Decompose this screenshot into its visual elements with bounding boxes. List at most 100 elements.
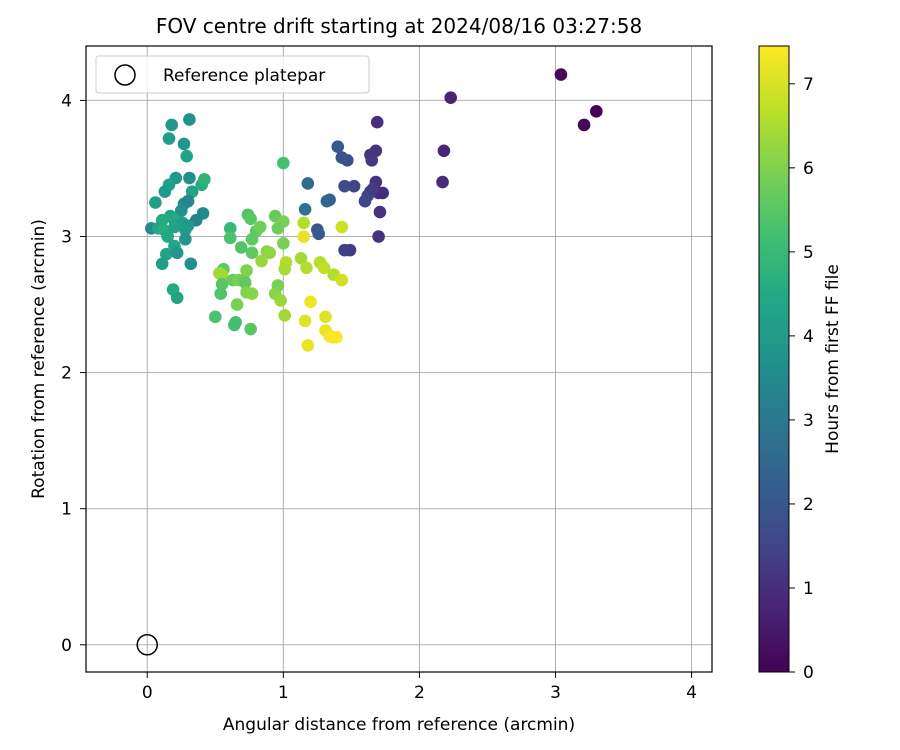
data-point (223, 222, 237, 235)
colorbar-tick-label: 2 (803, 495, 814, 515)
data-point (234, 241, 248, 254)
data-point (298, 203, 312, 216)
legend-marker-icon (114, 64, 136, 86)
data-point (277, 237, 290, 250)
data-point (554, 68, 568, 81)
y-tick-label: 0 (61, 636, 72, 656)
data-point (312, 227, 326, 241)
data-point (183, 171, 196, 185)
y-tick-label: 2 (61, 364, 72, 384)
x-tick-label: 1 (278, 683, 289, 703)
data-point (298, 314, 312, 328)
x-axis-ticks: 0 1 2 3 4 (142, 672, 697, 703)
colorbar-tick-label: 7 (803, 75, 814, 95)
x-tick-label: 4 (686, 683, 697, 703)
data-point (244, 322, 257, 336)
data-point (370, 115, 384, 129)
data-point (214, 287, 228, 300)
data-point (174, 204, 188, 217)
data-point (168, 220, 181, 234)
data-point (177, 137, 191, 151)
data-point (155, 257, 169, 271)
data-point (223, 231, 237, 245)
colorbar: 0 1 2 3 4 5 6 7 Hours from first FF file (758, 45, 843, 683)
data-point (372, 230, 385, 243)
legend: Reference platepar (95, 55, 370, 94)
data-point (444, 91, 458, 105)
data-point (230, 298, 244, 311)
data-point (161, 230, 174, 243)
data-point (213, 266, 226, 280)
colorbar-tick-label: 0 (803, 663, 814, 683)
data-point (240, 264, 253, 277)
data-point (335, 151, 349, 164)
data-point (317, 261, 331, 275)
data-point (300, 261, 313, 275)
colorbar-tick-label: 5 (803, 243, 814, 263)
data-point (179, 232, 192, 246)
data-point (319, 310, 332, 324)
legend-box (95, 55, 370, 94)
data-point (301, 177, 315, 190)
y-tick-label: 3 (61, 228, 72, 248)
x-tick-label: 2 (414, 683, 425, 703)
data-point (165, 118, 179, 132)
y-axis-label: Rotation from reference (arcmin) (29, 219, 49, 499)
data-point (184, 257, 198, 271)
data-point (320, 194, 334, 208)
data-point (277, 156, 290, 170)
data-point (162, 132, 176, 145)
colorbar-tick-label: 1 (803, 579, 814, 599)
colorbar-label: Hours from first FF file (823, 264, 843, 454)
data-point (274, 294, 287, 307)
chart-title: FOV centre drift starting at 2024/08/16 … (156, 14, 642, 38)
data-point (376, 186, 389, 200)
data-point (304, 295, 317, 309)
data-point (208, 310, 222, 324)
data-points (145, 68, 603, 352)
data-point (255, 254, 268, 268)
data-point (245, 246, 259, 260)
data-point (366, 182, 380, 196)
data-point (330, 330, 343, 344)
data-point (301, 339, 315, 352)
data-point (253, 220, 267, 234)
data-point (294, 251, 308, 265)
x-tick-label: 3 (550, 683, 561, 703)
data-point (244, 212, 257, 226)
y-tick-label: 1 (61, 500, 72, 520)
data-point (297, 216, 311, 230)
data-point (263, 246, 277, 260)
data-point (331, 140, 345, 154)
data-point (183, 113, 196, 126)
data-point (228, 318, 241, 332)
colorbar-ticks: 0 1 2 3 4 5 6 7 (789, 75, 814, 683)
x-axis-label: Angular distance from reference (arcmin) (223, 715, 575, 735)
data-point (159, 247, 173, 261)
x-tick-label: 0 (142, 683, 153, 703)
data-point (180, 149, 194, 163)
colorbar-tick-label: 3 (803, 411, 814, 431)
data-point (181, 194, 195, 208)
reference-platepar-marker (136, 634, 158, 656)
data-point (347, 179, 361, 193)
legend-label: Reference platepar (163, 66, 325, 86)
data-point (198, 173, 211, 186)
colorbar-bar (758, 45, 790, 673)
data-point (365, 154, 379, 167)
plot-frame (85, 45, 713, 673)
grid (86, 46, 712, 672)
data-point (297, 230, 311, 243)
data-point (149, 196, 162, 209)
data-point (215, 277, 229, 291)
data-point (278, 309, 291, 322)
data-point (245, 287, 259, 300)
data-point (170, 291, 184, 305)
colorbar-tick-label: 4 (803, 327, 814, 347)
data-point (338, 243, 351, 257)
data-point (179, 223, 192, 237)
data-point (158, 185, 172, 198)
data-point (373, 205, 387, 219)
data-point (185, 185, 199, 198)
